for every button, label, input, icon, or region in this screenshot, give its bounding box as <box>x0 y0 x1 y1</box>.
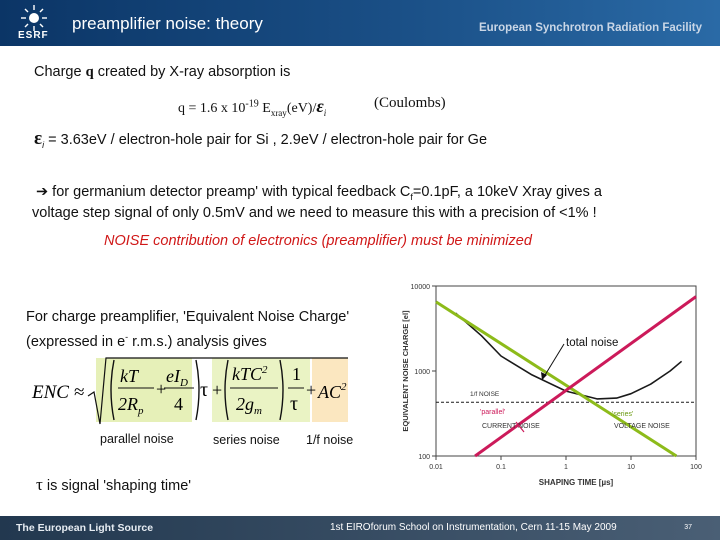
tau-symbol: τ <box>36 475 43 494</box>
enc-equation: ENC ≈ kT 2Rp + eID 4 τ + kTC2 2gm 1 τ + … <box>31 357 348 425</box>
epsilon-symbol: ε <box>316 96 324 116</box>
plus-3: + <box>306 380 316 400</box>
plus-1: + <box>156 379 166 399</box>
flicker-term-highlight <box>312 358 348 422</box>
noise-minimized-line: NOISE contribution of electronics (pream… <box>104 233 532 249</box>
tau-definition-line: τ is signal 'shaping time' <box>36 475 191 495</box>
footer-bar: The European Light Source 1st EIROforum … <box>0 516 720 540</box>
series-annotation: 'series' <box>612 411 633 418</box>
esrf-logo <box>21 5 47 31</box>
x-tick-label: 1 <box>564 464 568 471</box>
voltage-noise-annotation: VOLTAGE NOISE <box>614 423 670 430</box>
arrow-icon: ➔ <box>36 184 49 200</box>
plot-area <box>435 285 697 457</box>
total-noise-arrow-line <box>541 343 565 381</box>
x-tick-label: 0.1 <box>496 464 506 471</box>
right-paren <box>195 359 200 421</box>
twoRp-term: 2Rp <box>118 394 144 417</box>
footer-left-text: The European Light Source <box>16 522 154 534</box>
plus-2: + <box>212 380 222 400</box>
series-line-3 <box>435 300 678 458</box>
y-axis-label: EQUIVALENT NOISE CHARGE [el] <box>401 310 410 432</box>
formula-c: (eV)/ <box>286 101 317 116</box>
formula-a: q = 1.6 x 10 <box>178 101 246 116</box>
flicker-noise-label: 1/f noise <box>306 433 354 447</box>
header-bar: ESRF preamplifier noise: theory European… <box>0 0 720 46</box>
flicker-annotation: 1/f NOISE <box>470 391 500 398</box>
epsilon-subscript-2: i <box>42 139 45 150</box>
para1-b: =0.1pF, a 10keV Xray gives a <box>412 184 602 200</box>
series-term-highlight <box>212 358 310 422</box>
parallel-noise-label: parallel noise <box>100 432 174 446</box>
total-noise-arrow-head <box>541 372 547 380</box>
coulombs-unit: (Coulombs) <box>374 95 446 111</box>
series-line-4 <box>474 295 697 458</box>
enc-vs-shaping-time-chart: 0.01 0.1 1 10 100 10000 1000 100 SHAPING TIME [µ… <box>401 284 702 487</box>
tau-1: τ <box>200 379 208 401</box>
x-axis-label: SHAPING TIME [µs] <box>539 478 614 487</box>
charge-formula: q = 1.6 x 10-19 Exray(eV)/εi <box>178 96 326 118</box>
germanium-paragraph-line1: ➔ for germanium detector preamp' with ty… <box>36 184 602 202</box>
enc2-b: r.m.s.) analysis gives <box>128 333 267 350</box>
formula-subscript: xray <box>270 107 287 118</box>
four-term: 4 <box>174 394 183 414</box>
current-noise-annotation: CURRENT NOISE <box>482 423 540 430</box>
page-number: 37 <box>684 524 692 531</box>
charge-q: q <box>85 64 94 80</box>
parallel-annotation: 'parallel' <box>480 409 505 416</box>
logo-text: ESRF <box>18 30 49 41</box>
AC2-term: AC2 <box>317 381 347 402</box>
series-noise-label: series noise <box>213 433 280 447</box>
y-tick-label: 10000 <box>411 284 431 291</box>
slide-title: preamplifier noise: theory <box>72 14 263 33</box>
formula-b: E <box>258 101 271 116</box>
enc-line1: For charge preamplifier, 'Equivalent Noi… <box>26 309 350 325</box>
series-line-1 <box>455 312 683 400</box>
epsilon-subscript: i <box>323 107 327 118</box>
y-tick-label: 1000 <box>414 369 430 376</box>
line1-pre: Charge <box>34 64 86 80</box>
para1-a: for germanium detector preamp' with typi… <box>48 184 411 200</box>
enc2-sup: - <box>125 332 129 342</box>
footer-event: 1st EIROforum School on Instrumentation,… <box>330 522 617 533</box>
para1-subscript: f <box>410 191 413 202</box>
epsilon-definition-text: = 3.63eV / electron-hole pair for Si , 2… <box>44 132 488 148</box>
epsilon-definition-line: εi = 3.63eV / electron-hole pair for Si … <box>34 128 487 150</box>
enc2-a: (expressed in e <box>26 333 126 350</box>
left-paren <box>110 359 115 421</box>
epsilon-symbol-2: ε <box>34 128 43 149</box>
right-paren-2 <box>279 359 284 421</box>
x-tick-label: 10 <box>627 464 635 471</box>
one-term: 1 <box>292 364 301 384</box>
kT-term: kT <box>120 366 140 386</box>
enc-symbol: ENC ≈ <box>31 382 85 403</box>
tau-2: τ <box>290 393 298 415</box>
x-tick-label: 100 <box>690 464 702 471</box>
y-tick-label: 100 <box>418 454 430 461</box>
germanium-paragraph-line2: voltage step signal of only 0.5mV and we… <box>32 205 597 221</box>
sqrt-sign <box>87 357 348 425</box>
twogm-term: 2gm <box>236 394 262 417</box>
current-noise-pointer <box>515 421 525 433</box>
total-noise-annotation: total noise <box>566 337 618 349</box>
left-paren-2 <box>224 359 229 421</box>
eID-term: eID <box>166 366 188 389</box>
tau-text: is signal 'shaping time' <box>42 478 192 494</box>
kTC2-term: kTC2 <box>232 364 268 384</box>
line1-post: created by X-ray absorption is <box>93 64 291 80</box>
formula-exponent: -19 <box>245 98 259 110</box>
organization-name: European Synchrotron Radiation Facility <box>478 22 702 34</box>
x-tick-label: 0.01 <box>429 464 443 471</box>
enc-line2: (expressed in e- r.m.s.) analysis gives <box>26 332 267 350</box>
charge-intro-line: Charge q created by X-ray absorption is <box>34 64 290 81</box>
